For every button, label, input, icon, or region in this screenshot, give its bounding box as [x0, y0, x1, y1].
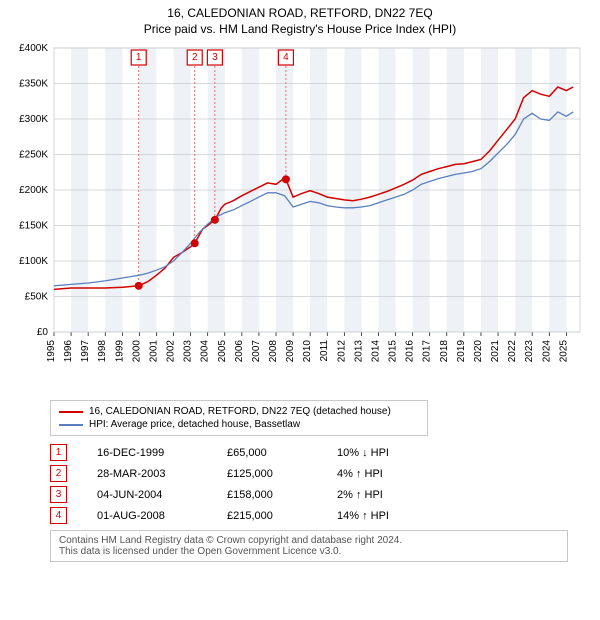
svg-text:1: 1 [136, 52, 142, 63]
legend: 16, CALEDONIAN ROAD, RETFORD, DN22 7EQ (… [50, 400, 428, 436]
svg-text:2002: 2002 [166, 340, 177, 363]
sale-marker-icon: 4 [50, 507, 67, 524]
sales-row: 2 28-MAR-2003 £125,000 4% ↑ HPI [50, 463, 590, 484]
svg-text:2019: 2019 [456, 340, 467, 363]
svg-text:2012: 2012 [336, 340, 347, 363]
svg-text:£350K: £350K [19, 79, 48, 90]
legend-swatch [59, 424, 83, 426]
sale-delta: 2% ↑ HPI [337, 489, 417, 501]
svg-text:£150K: £150K [19, 221, 48, 232]
svg-text:2018: 2018 [439, 340, 450, 363]
legend-item: HPI: Average price, detached house, Bass… [59, 418, 419, 431]
sale-marker-icon: 1 [50, 444, 67, 461]
svg-text:2020: 2020 [473, 340, 484, 363]
svg-text:£50K: £50K [25, 292, 49, 303]
svg-text:2022: 2022 [507, 340, 518, 363]
sale-marker-icon: 2 [50, 465, 67, 482]
svg-text:2011: 2011 [319, 340, 330, 362]
sale-date: 04-JUN-2004 [97, 489, 197, 501]
chart-title: 16, CALEDONIAN ROAD, RETFORD, DN22 7EQ [10, 6, 590, 20]
legend-swatch [59, 411, 83, 413]
svg-text:3: 3 [212, 52, 218, 63]
sale-price: £125,000 [227, 468, 307, 480]
sales-row: 3 04-JUN-2004 £158,000 2% ↑ HPI [50, 484, 590, 505]
sale-delta: 14% ↑ HPI [337, 510, 417, 522]
svg-text:2006: 2006 [234, 340, 245, 363]
svg-text:2005: 2005 [217, 340, 228, 363]
legend-item: 16, CALEDONIAN ROAD, RETFORD, DN22 7EQ (… [59, 405, 419, 418]
svg-text:2000: 2000 [131, 340, 142, 363]
svg-text:2010: 2010 [302, 340, 313, 363]
svg-text:2015: 2015 [388, 340, 399, 363]
sale-delta: 10% ↓ HPI [337, 447, 417, 459]
svg-text:£250K: £250K [19, 150, 48, 161]
svg-text:2013: 2013 [353, 340, 364, 363]
sale-price: £215,000 [227, 510, 307, 522]
svg-text:2007: 2007 [251, 340, 262, 363]
sale-price: £158,000 [227, 489, 307, 501]
svg-text:2016: 2016 [405, 340, 416, 363]
sales-row: 1 16-DEC-1999 £65,000 10% ↓ HPI [50, 442, 590, 463]
sales-row: 4 01-AUG-2008 £215,000 14% ↑ HPI [50, 505, 590, 526]
sale-delta: 4% ↑ HPI [337, 468, 417, 480]
chart-plot: £0 £50K £100K £150K £200K £250K £300K £350K £400… [10, 42, 590, 394]
footnote-line: Contains HM Land Registry data © Crown c… [59, 535, 559, 546]
chart-svg: £0 £50K £100K £150K £200K £250K £300K £350K £400… [10, 42, 590, 394]
svg-text:1998: 1998 [97, 340, 108, 363]
svg-text:1996: 1996 [63, 340, 74, 363]
svg-text:2: 2 [192, 52, 198, 63]
svg-text:£200K: £200K [19, 185, 48, 196]
chart-subtitle: Price paid vs. HM Land Registry's House … [10, 22, 590, 36]
svg-text:2009: 2009 [285, 340, 296, 363]
svg-text:2025: 2025 [558, 340, 569, 363]
sale-date: 01-AUG-2008 [97, 510, 197, 522]
footnote-line: This data is licensed under the Open Gov… [59, 546, 559, 557]
svg-text:2024: 2024 [541, 340, 552, 363]
svg-text:1997: 1997 [80, 340, 91, 363]
svg-text:4: 4 [283, 52, 289, 63]
sales-table: 1 16-DEC-1999 £65,000 10% ↓ HPI 2 28-MAR… [50, 442, 590, 526]
svg-text:1999: 1999 [114, 340, 125, 363]
footnote: Contains HM Land Registry data © Crown c… [50, 530, 568, 562]
svg-text:2008: 2008 [268, 340, 279, 363]
svg-text:2014: 2014 [370, 340, 381, 363]
legend-label: 16, CALEDONIAN ROAD, RETFORD, DN22 7EQ (… [89, 406, 391, 417]
sale-date: 28-MAR-2003 [97, 468, 197, 480]
svg-text:2017: 2017 [422, 340, 433, 363]
svg-text:£0: £0 [37, 327, 49, 338]
svg-text:£100K: £100K [19, 256, 48, 267]
svg-text:2003: 2003 [183, 340, 194, 363]
chart-container: 16, CALEDONIAN ROAD, RETFORD, DN22 7EQ P… [0, 0, 600, 572]
svg-text:2004: 2004 [200, 340, 211, 363]
sale-date: 16-DEC-1999 [97, 447, 197, 459]
sale-marker-icon: 3 [50, 486, 67, 503]
svg-text:1995: 1995 [46, 340, 57, 363]
svg-text:2023: 2023 [524, 340, 535, 363]
svg-text:£400K: £400K [19, 43, 48, 54]
sale-price: £65,000 [227, 447, 307, 459]
legend-label: HPI: Average price, detached house, Bass… [89, 419, 300, 430]
svg-text:2001: 2001 [148, 340, 159, 363]
svg-text:2021: 2021 [490, 340, 501, 363]
svg-text:£300K: £300K [19, 114, 48, 125]
